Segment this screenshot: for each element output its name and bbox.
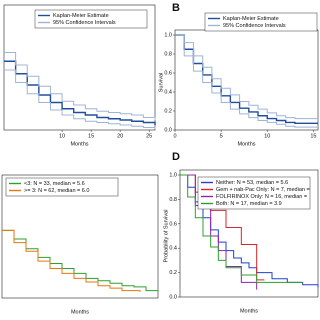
y-tick-label: 0.2 [164, 108, 172, 114]
plot-frame [1, 174, 159, 299]
legend-box [34, 9, 148, 29]
x-axis-label: Months [240, 308, 258, 314]
x-tick-label: 0 [173, 133, 176, 139]
legend-label: 95% Confidence Intervals [53, 20, 116, 26]
legend-label: >= 3: N = 62, median = 6.0 [24, 188, 89, 194]
x-tick-label: 10 [264, 133, 270, 139]
legend-label: 95% Confidence Intervals [223, 23, 286, 29]
x-tick-label: 15 [310, 133, 316, 139]
x-axis-label: Months [237, 141, 255, 147]
legend-label: Kaplan-Meier Estimate [223, 16, 279, 22]
survival-curve [175, 34, 318, 125]
y-tick-label: 0.8 [164, 51, 172, 57]
survival-curve [180, 174, 303, 283]
y-tick-label: 0.4 [169, 246, 177, 252]
x-tick-label: 25 [146, 133, 152, 139]
legend-label: FOLFIRINOX Only: N = 16, median = [216, 194, 307, 200]
x-axis-label: Months [70, 141, 88, 147]
y-tick-label: 0.6 [169, 221, 177, 227]
survival-curve [2, 229, 159, 292]
legend-box [197, 176, 311, 210]
y-tick-label: 0.0 [169, 294, 177, 300]
plot-frame [174, 29, 319, 131]
survival-curve [4, 60, 156, 125]
legend-label: Kaplan-Meier Estimate [53, 13, 109, 19]
y-tick-label: 0.8 [169, 197, 177, 203]
y-tick-label: 0.4 [164, 89, 172, 95]
panel-label: D [172, 151, 180, 163]
y-tick-label: 0.6 [164, 70, 172, 76]
x-axis-label: Months [71, 309, 89, 315]
legend-label: Neither: N = 53, median = 5.6 [216, 180, 288, 186]
y-tick-label: 1.0 [164, 32, 172, 38]
panel-label: B [172, 2, 180, 14]
survival-curve [4, 52, 156, 120]
plot-frame [179, 169, 319, 298]
y-tick-label: 1.0 [169, 172, 177, 178]
y-axis-label: Probability of Survival [163, 210, 169, 263]
x-tick-label: 15 [88, 133, 94, 139]
y-tick-label: 0.0 [164, 127, 172, 133]
survival-curve [175, 34, 318, 120]
survival-curve [175, 34, 318, 128]
legend-label: Both: N = 17, median = 3.9 [216, 201, 282, 207]
y-axis-label: Survival [158, 73, 164, 93]
survival-curve [4, 69, 156, 129]
x-tick-label: 5 [220, 133, 223, 139]
x-tick-label: 10 [59, 133, 65, 139]
legend-box [5, 177, 119, 197]
plot-frame [3, 4, 156, 131]
legend-label: Gem + nab-Pac Only: N = 7, median = [216, 187, 310, 193]
survival-curve [2, 229, 141, 292]
y-tick-label: 0.2 [169, 270, 177, 276]
legend-box [204, 12, 318, 32]
x-tick-label: 20 [117, 133, 123, 139]
legend-label: <3: N = 33, median = 5.6 [24, 181, 85, 187]
